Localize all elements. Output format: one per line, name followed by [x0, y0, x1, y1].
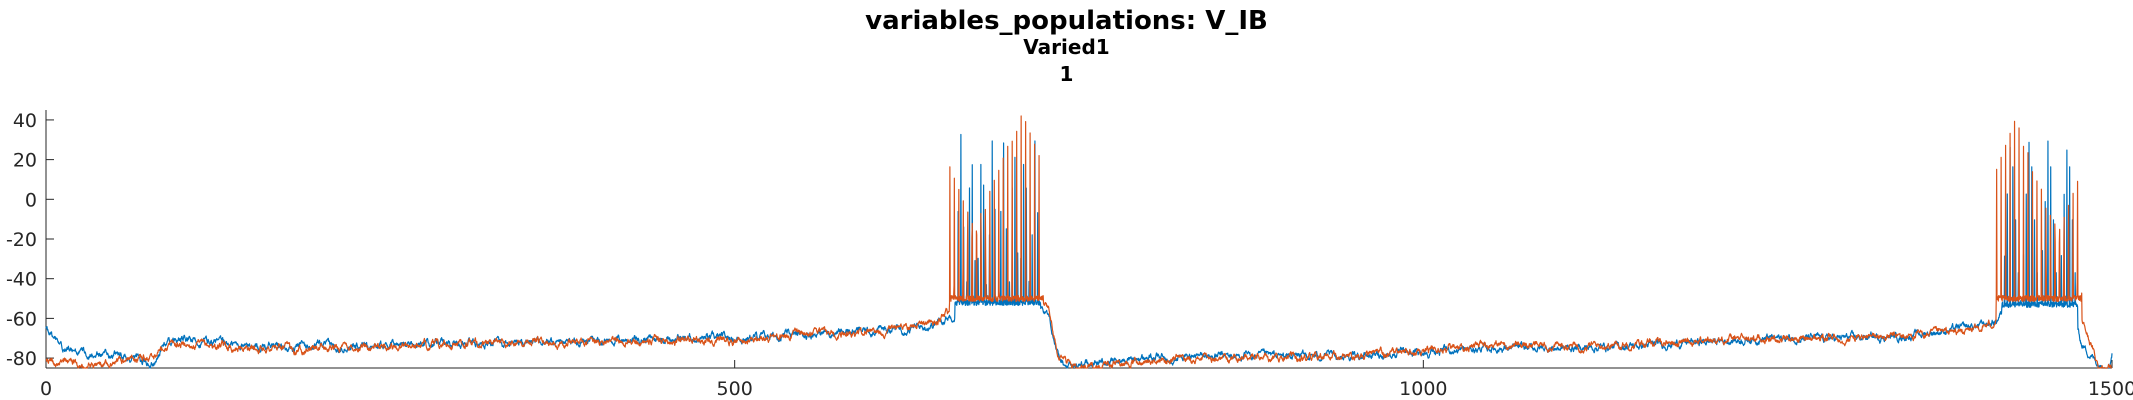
y-tick-label: 0 [25, 189, 37, 211]
series-line-1 [45, 133, 2113, 369]
series-line-2 [45, 115, 2113, 369]
chart-subtitle-2: 1 [1059, 62, 1074, 86]
chart-subtitle-1: Varied1 [1023, 35, 1110, 59]
y-tick-label: 20 [13, 150, 37, 172]
x-tick-label: 1000 [1399, 378, 1447, 400]
y-tick-label: -20 [6, 229, 37, 251]
y-tick-label: -80 [6, 348, 37, 370]
x-tick-label: 500 [717, 378, 753, 400]
x-tick-label: 1500 [2088, 378, 2133, 400]
y-tick-label: -60 [6, 308, 37, 330]
y-tick-label: -40 [6, 269, 37, 291]
y-tick-label: 40 [13, 110, 37, 132]
x-tick-label: 0 [40, 378, 52, 400]
chart-title: variables_populations: V_IB [865, 6, 1268, 36]
series-layer [45, 115, 2113, 369]
chart-axes: 0 500 1000 1500 -80 -60 -40 -20 0 20 40 [6, 110, 2133, 400]
